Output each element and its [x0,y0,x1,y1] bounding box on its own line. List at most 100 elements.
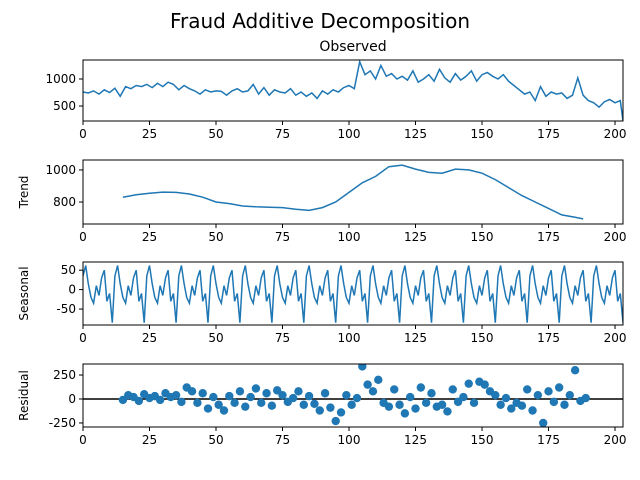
residual-point [374,375,383,385]
x-tick-label: 25 [142,127,157,141]
x-tick-label: 0 [79,331,87,345]
x-tick-label: 25 [142,331,157,345]
x-tick-label: 50 [208,433,223,447]
x-tick-label: 50 [208,127,223,141]
x-tick-label: 200 [604,230,627,244]
x-tick-label: 0 [79,433,87,447]
residual-point [134,396,144,406]
residual-point [405,392,415,402]
residual-point [246,392,255,402]
residual-point [278,390,287,400]
x-tick-label: 175 [537,433,560,447]
residual-point [187,387,197,396]
x-tick-label: 75 [275,127,290,141]
x-tick-label: 200 [604,331,627,345]
axes-frame [82,363,624,428]
y-tick-label: 1000 [45,72,76,86]
x-tick-label: 125 [404,331,427,345]
residual-point [507,404,516,413]
residual-point [230,398,239,408]
residual-point [464,379,473,388]
residual-point [469,398,479,408]
x-tick-label: 25 [142,230,157,244]
residual-point [411,404,420,413]
residual-point [496,400,505,409]
x-tick-label: 125 [404,230,427,244]
residual-point [565,390,574,400]
y-axis-label: Trend [17,176,31,210]
residual-point [363,380,372,389]
residual-point [400,409,410,418]
axes [83,265,623,323]
residual-point [416,383,426,392]
x-tick-label: 100 [338,230,361,244]
residual-point [193,398,202,408]
x-tick-label: 75 [275,230,290,244]
x-tick-label: 50 [208,230,223,244]
y-tick-label: 250 [53,368,76,382]
x-tick-label: 150 [471,331,494,345]
residual-point [214,400,223,409]
residual-point [336,408,346,417]
residual-point [177,397,186,407]
residual-point [241,402,250,411]
residual-point [501,393,511,403]
x-tick-label: 150 [471,433,494,447]
residual-point [384,402,394,411]
residual-point [262,389,271,398]
residual-point [294,387,303,396]
x-tick-label: 75 [275,433,290,447]
residual-point [443,407,452,416]
axes [83,60,623,121]
y-axis-label: Seasonal [17,266,31,320]
residual-point [480,380,489,389]
y-tick-label: 800 [53,195,76,209]
residual-point [304,391,314,401]
residual-point [267,401,277,410]
residual-point [549,397,559,407]
y-tick-label: -50 [56,302,76,316]
residual-point [288,393,298,403]
residual-point [560,400,569,409]
residual-point [570,366,580,375]
residual-point [331,416,340,426]
residual-point [448,385,457,394]
series-line [83,265,623,323]
residual-point [219,406,229,415]
residual-point [251,384,261,393]
y-tick-label: -250 [49,416,76,430]
residual-point [427,389,436,398]
axes [83,364,623,427]
residual-point [209,392,218,402]
y-tick-label: 0 [68,283,76,297]
residual-point [421,398,431,408]
residual-point [358,364,367,371]
x-tick-label: 75 [275,331,290,345]
residual-point [437,400,447,409]
residual-point [225,391,234,401]
residual-point [171,390,181,400]
x-tick-label: 100 [338,331,361,345]
x-tick-label: 0 [79,127,87,141]
x-tick-label: 175 [537,230,560,244]
residual-point [155,395,165,405]
residual-point [554,383,564,392]
residual-point [528,406,537,415]
x-tick-label: 100 [338,127,361,141]
residual-point [235,387,245,396]
residual-point [203,404,213,413]
y-tick-label: 0 [68,392,76,406]
x-tick-label: 200 [604,433,627,447]
axes-title: Observed [319,39,386,55]
axes-frame [82,159,624,225]
residual-point [310,399,319,408]
x-tick-label: 150 [471,230,494,244]
x-tick-label: 150 [471,127,494,141]
x-tick-label: 100 [338,433,361,447]
residual-point [523,385,532,394]
y-tick-label: 1000 [45,163,76,177]
axes-frame [82,59,624,122]
residual-point [315,406,324,415]
residual-point [299,400,308,409]
